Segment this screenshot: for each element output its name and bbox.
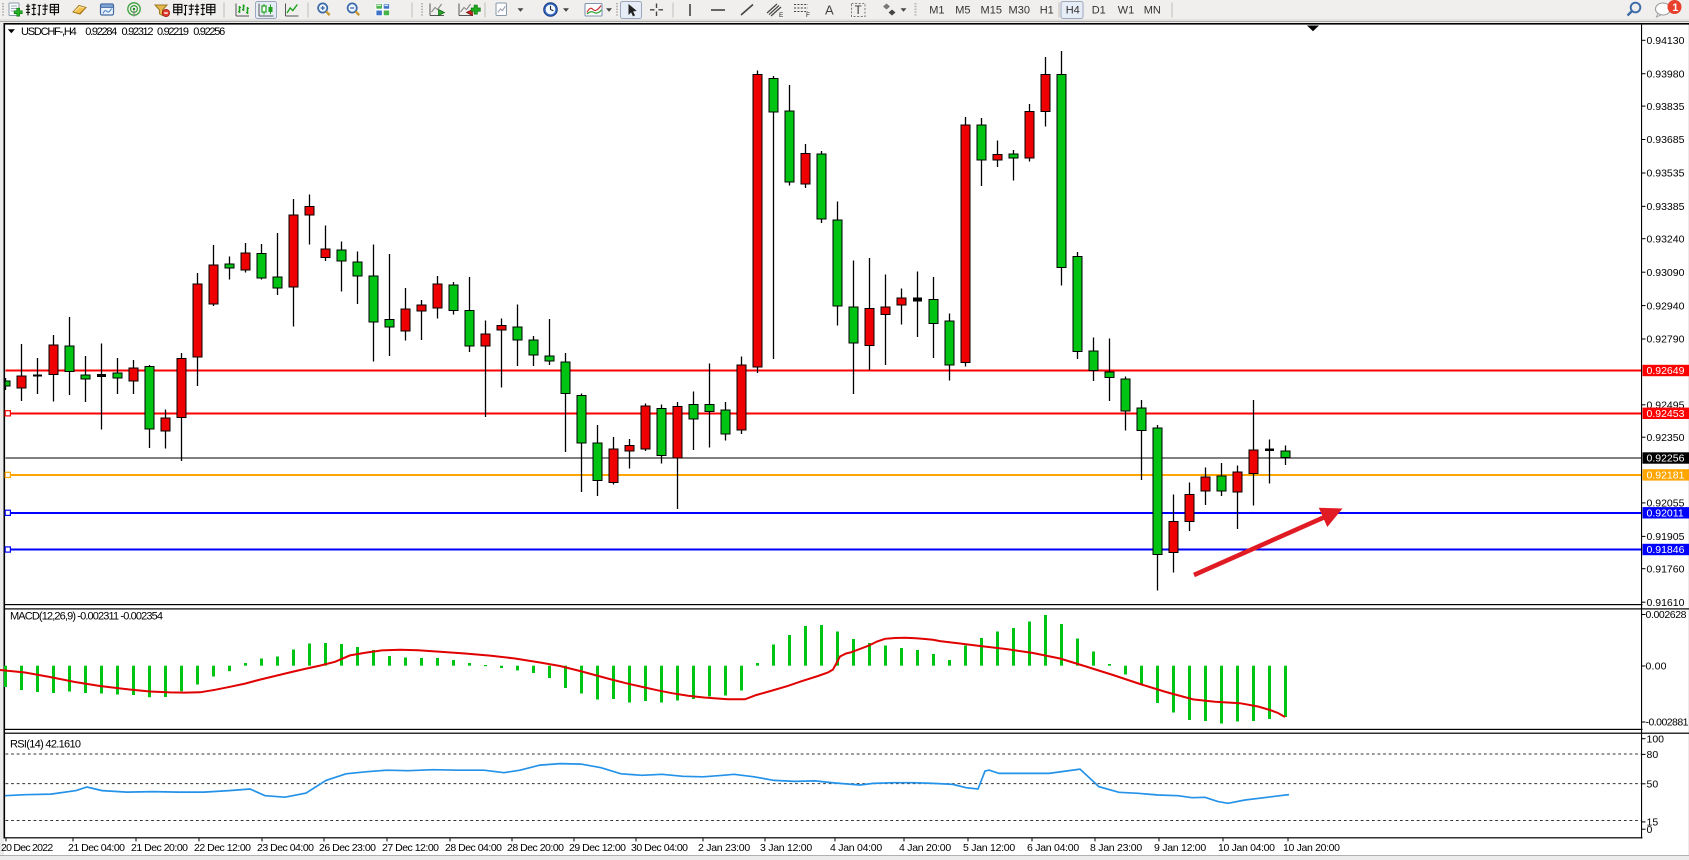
svg-text:E: E [779, 12, 784, 19]
svg-text:0.91610: 0.91610 [1647, 597, 1685, 609]
svg-text:0.92649: 0.92649 [1647, 365, 1685, 377]
svg-text:29 Dec 12:00: 29 Dec 12:00 [569, 842, 626, 854]
svg-text:0.93685: 0.93685 [1647, 134, 1685, 146]
svg-text:0.91905: 0.91905 [1647, 531, 1685, 543]
svg-text:0.92011: 0.92011 [1647, 508, 1684, 520]
svg-text:6 Jan 04:00: 6 Jan 04:00 [1027, 842, 1079, 854]
svg-text:28 Dec 20:00: 28 Dec 20:00 [507, 842, 564, 854]
svg-text:20 Dec 2022: 20 Dec 2022 [1, 842, 53, 854]
svg-text:0.94130: 0.94130 [1647, 35, 1685, 47]
svg-text:23 Dec 04:00: 23 Dec 04:00 [257, 842, 314, 854]
svg-text:M1: M1 [929, 5, 944, 17]
svg-text:W1: W1 [1118, 5, 1135, 17]
svg-text:0.93980: 0.93980 [1647, 68, 1685, 80]
svg-text:0.00: 0.00 [1646, 661, 1667, 673]
svg-text:-0.002881: -0.002881 [1646, 717, 1689, 729]
svg-text:F: F [806, 12, 810, 19]
svg-text:H1: H1 [1040, 5, 1054, 17]
svg-text:27 Dec 12:00: 27 Dec 12:00 [382, 842, 439, 854]
svg-text:0.93385: 0.93385 [1647, 201, 1685, 213]
svg-text:4 Jan 20:00: 4 Jan 20:00 [899, 842, 951, 854]
svg-text:USDCHF-,H4: USDCHF-,H4 [21, 26, 77, 38]
svg-text:15: 15 [1647, 817, 1659, 829]
svg-text:0.92312: 0.92312 [122, 26, 154, 38]
svg-text:RSI(14) 42.1610: RSI(14) 42.1610 [10, 739, 81, 751]
svg-text:A: A [825, 3, 834, 18]
svg-text:0.002628: 0.002628 [1646, 609, 1687, 621]
svg-text:MN: MN [1144, 5, 1161, 17]
svg-text:0.92219: 0.92219 [157, 26, 189, 38]
svg-text:0.92350: 0.92350 [1647, 432, 1685, 444]
svg-text:0.93535: 0.93535 [1647, 168, 1685, 180]
svg-text:0.92453: 0.92453 [1647, 408, 1685, 420]
svg-text:10 Jan 20:00: 10 Jan 20:00 [1283, 842, 1340, 854]
svg-text:10 Jan 04:00: 10 Jan 04:00 [1218, 842, 1275, 854]
svg-text:M30: M30 [1009, 5, 1030, 17]
svg-text:0: 0 [1647, 824, 1653, 836]
svg-text:3 Jan 12:00: 3 Jan 12:00 [760, 842, 812, 854]
svg-text:22 Dec 12:00: 22 Dec 12:00 [194, 842, 251, 854]
svg-text:0.92790: 0.92790 [1647, 334, 1685, 346]
svg-text:M5: M5 [955, 5, 970, 17]
svg-text:0.92181: 0.92181 [1647, 470, 1685, 482]
svg-text:28 Dec 04:00: 28 Dec 04:00 [445, 842, 502, 854]
svg-text:T: T [855, 5, 862, 17]
svg-text:21 Dec 20:00: 21 Dec 20:00 [131, 842, 188, 854]
svg-text:0.91760: 0.91760 [1647, 563, 1685, 575]
svg-text:100: 100 [1647, 733, 1665, 745]
svg-text:D1: D1 [1092, 5, 1106, 17]
svg-text:0.93090: 0.93090 [1647, 267, 1685, 279]
svg-text:50: 50 [1647, 779, 1659, 791]
svg-text:0.92284: 0.92284 [85, 26, 117, 38]
svg-text:9 Jan 12:00: 9 Jan 12:00 [1154, 842, 1206, 854]
svg-text:0.92256: 0.92256 [193, 26, 225, 38]
svg-text:0.92256: 0.92256 [1647, 453, 1685, 465]
svg-text:5 Jan 12:00: 5 Jan 12:00 [963, 842, 1015, 854]
svg-text:30 Dec 04:00: 30 Dec 04:00 [631, 842, 688, 854]
svg-text:2 Jan 23:00: 2 Jan 23:00 [698, 842, 750, 854]
svg-text:H4: H4 [1066, 5, 1080, 17]
svg-text:M15: M15 [981, 5, 1002, 17]
svg-text:21 Dec 04:00: 21 Dec 04:00 [68, 842, 125, 854]
svg-text:8 Jan 23:00: 8 Jan 23:00 [1090, 842, 1142, 854]
svg-text:26 Dec 23:00: 26 Dec 23:00 [319, 842, 376, 854]
svg-text:0.93240: 0.93240 [1647, 233, 1685, 245]
svg-text:0.92055: 0.92055 [1647, 498, 1685, 510]
svg-text:1: 1 [1672, 2, 1678, 14]
svg-text:0.91846: 0.91846 [1647, 544, 1685, 556]
svg-text:0.93835: 0.93835 [1647, 101, 1685, 113]
svg-text:MACD(12,26,9) -0.002311 -0.002: MACD(12,26,9) -0.002311 -0.002354 [10, 611, 163, 623]
svg-text:80: 80 [1647, 749, 1659, 761]
svg-text:4 Jan 04:00: 4 Jan 04:00 [830, 842, 882, 854]
svg-text:0.92940: 0.92940 [1647, 300, 1685, 312]
